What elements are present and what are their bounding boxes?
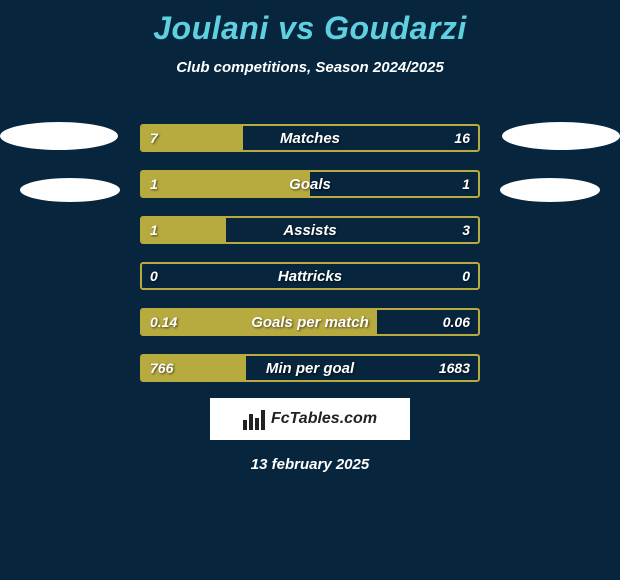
logo-box: FcTables.com [210,398,410,440]
bar-chart-icon [243,408,265,430]
stat-label: Assists [142,218,478,242]
comparison-bars: 7Matches161Goals11Assists30Hattricks00.1… [140,124,480,400]
subtitle: Club competitions, Season 2024/2025 [0,59,620,76]
stat-row: 1Goals1 [140,170,480,198]
stat-label: Goals [142,172,478,196]
date-label: 13 february 2025 [0,456,620,473]
player-left-oval-2 [20,178,120,202]
stat-right-value: 0 [462,264,470,288]
stat-label: Hattricks [142,264,478,288]
stat-row: 766Min per goal1683 [140,354,480,382]
stat-right-value: 3 [462,218,470,242]
stat-label: Goals per match [142,310,478,334]
stat-row: 1Assists3 [140,216,480,244]
stat-right-value: 1683 [439,356,470,380]
player-right-oval-1 [502,122,620,150]
stat-row: 0Hattricks0 [140,262,480,290]
logo-text: FcTables.com [271,410,377,428]
stat-row: 7Matches16 [140,124,480,152]
stat-right-value: 1 [462,172,470,196]
stat-label: Matches [142,126,478,150]
stat-right-value: 0.06 [443,310,470,334]
page-title: Joulani vs Goudarzi [0,0,620,47]
player-left-oval-1 [0,122,118,150]
stat-right-value: 16 [454,126,470,150]
player-right-oval-2 [500,178,600,202]
stat-label: Min per goal [142,356,478,380]
stat-row: 0.14Goals per match0.06 [140,308,480,336]
